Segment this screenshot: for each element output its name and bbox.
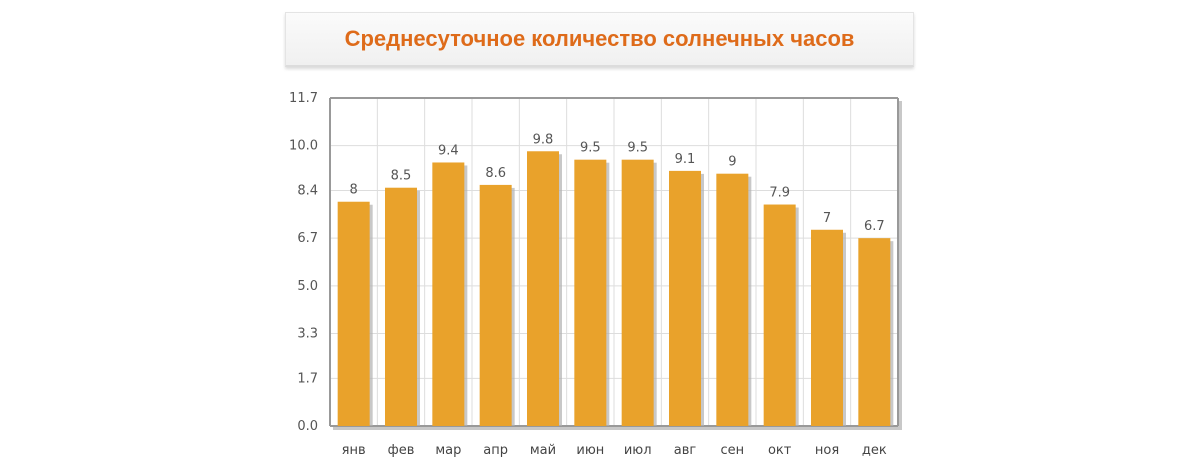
x-tick-label: май [530, 443, 556, 458]
y-tick-label: 1.7 [297, 371, 318, 386]
x-tick-label: фев [388, 443, 415, 458]
data-label: 8.6 [485, 166, 506, 181]
x-tick-label: янв [342, 443, 366, 458]
x-tick-label: мар [435, 443, 461, 458]
bar [669, 170, 701, 426]
data-label: 9.5 [580, 141, 601, 156]
data-label: 9.8 [533, 132, 554, 147]
data-label: 9.4 [438, 143, 459, 158]
y-tick-label: 11.7 [289, 91, 318, 106]
chart-title-box: Среднесуточное количество солнечных часо… [285, 12, 914, 67]
bar [574, 159, 607, 426]
data-label: 8.5 [391, 169, 412, 184]
bar [763, 204, 796, 426]
x-tick-label: ноя [815, 443, 839, 458]
bar [479, 184, 512, 426]
x-tick-label: сен [721, 443, 745, 458]
bar [337, 201, 370, 426]
bar [432, 162, 465, 426]
data-label: 8 [350, 183, 358, 198]
bar [385, 187, 417, 426]
data-label: 7 [823, 211, 831, 226]
x-tick-label: дек [862, 443, 887, 458]
y-tick-label: 3.3 [297, 326, 318, 341]
data-label: 9.1 [675, 152, 696, 167]
chart-title: Среднесуточное количество солнечных часо… [344, 26, 855, 51]
x-tick-label: окт [768, 443, 792, 458]
y-tick-label: 10.0 [289, 139, 318, 154]
bar [527, 151, 559, 426]
x-tick-label: июл [624, 443, 652, 458]
x-tick-label: апр [483, 443, 508, 458]
y-tick-label: 0.0 [297, 419, 318, 434]
bar [858, 238, 891, 426]
y-tick-label: 6.7 [297, 231, 318, 246]
data-label: 6.7 [864, 219, 885, 234]
x-tick-label: июн [576, 443, 604, 458]
bar [811, 229, 843, 426]
data-label: 7.9 [769, 186, 790, 201]
y-tick-label: 5.0 [297, 279, 318, 294]
data-label: 9 [728, 155, 736, 170]
y-tick-label: 8.4 [297, 184, 318, 199]
x-tick-label: авг [674, 443, 697, 458]
bar [621, 159, 654, 426]
data-label: 9.5 [627, 141, 648, 156]
bar [716, 173, 749, 426]
